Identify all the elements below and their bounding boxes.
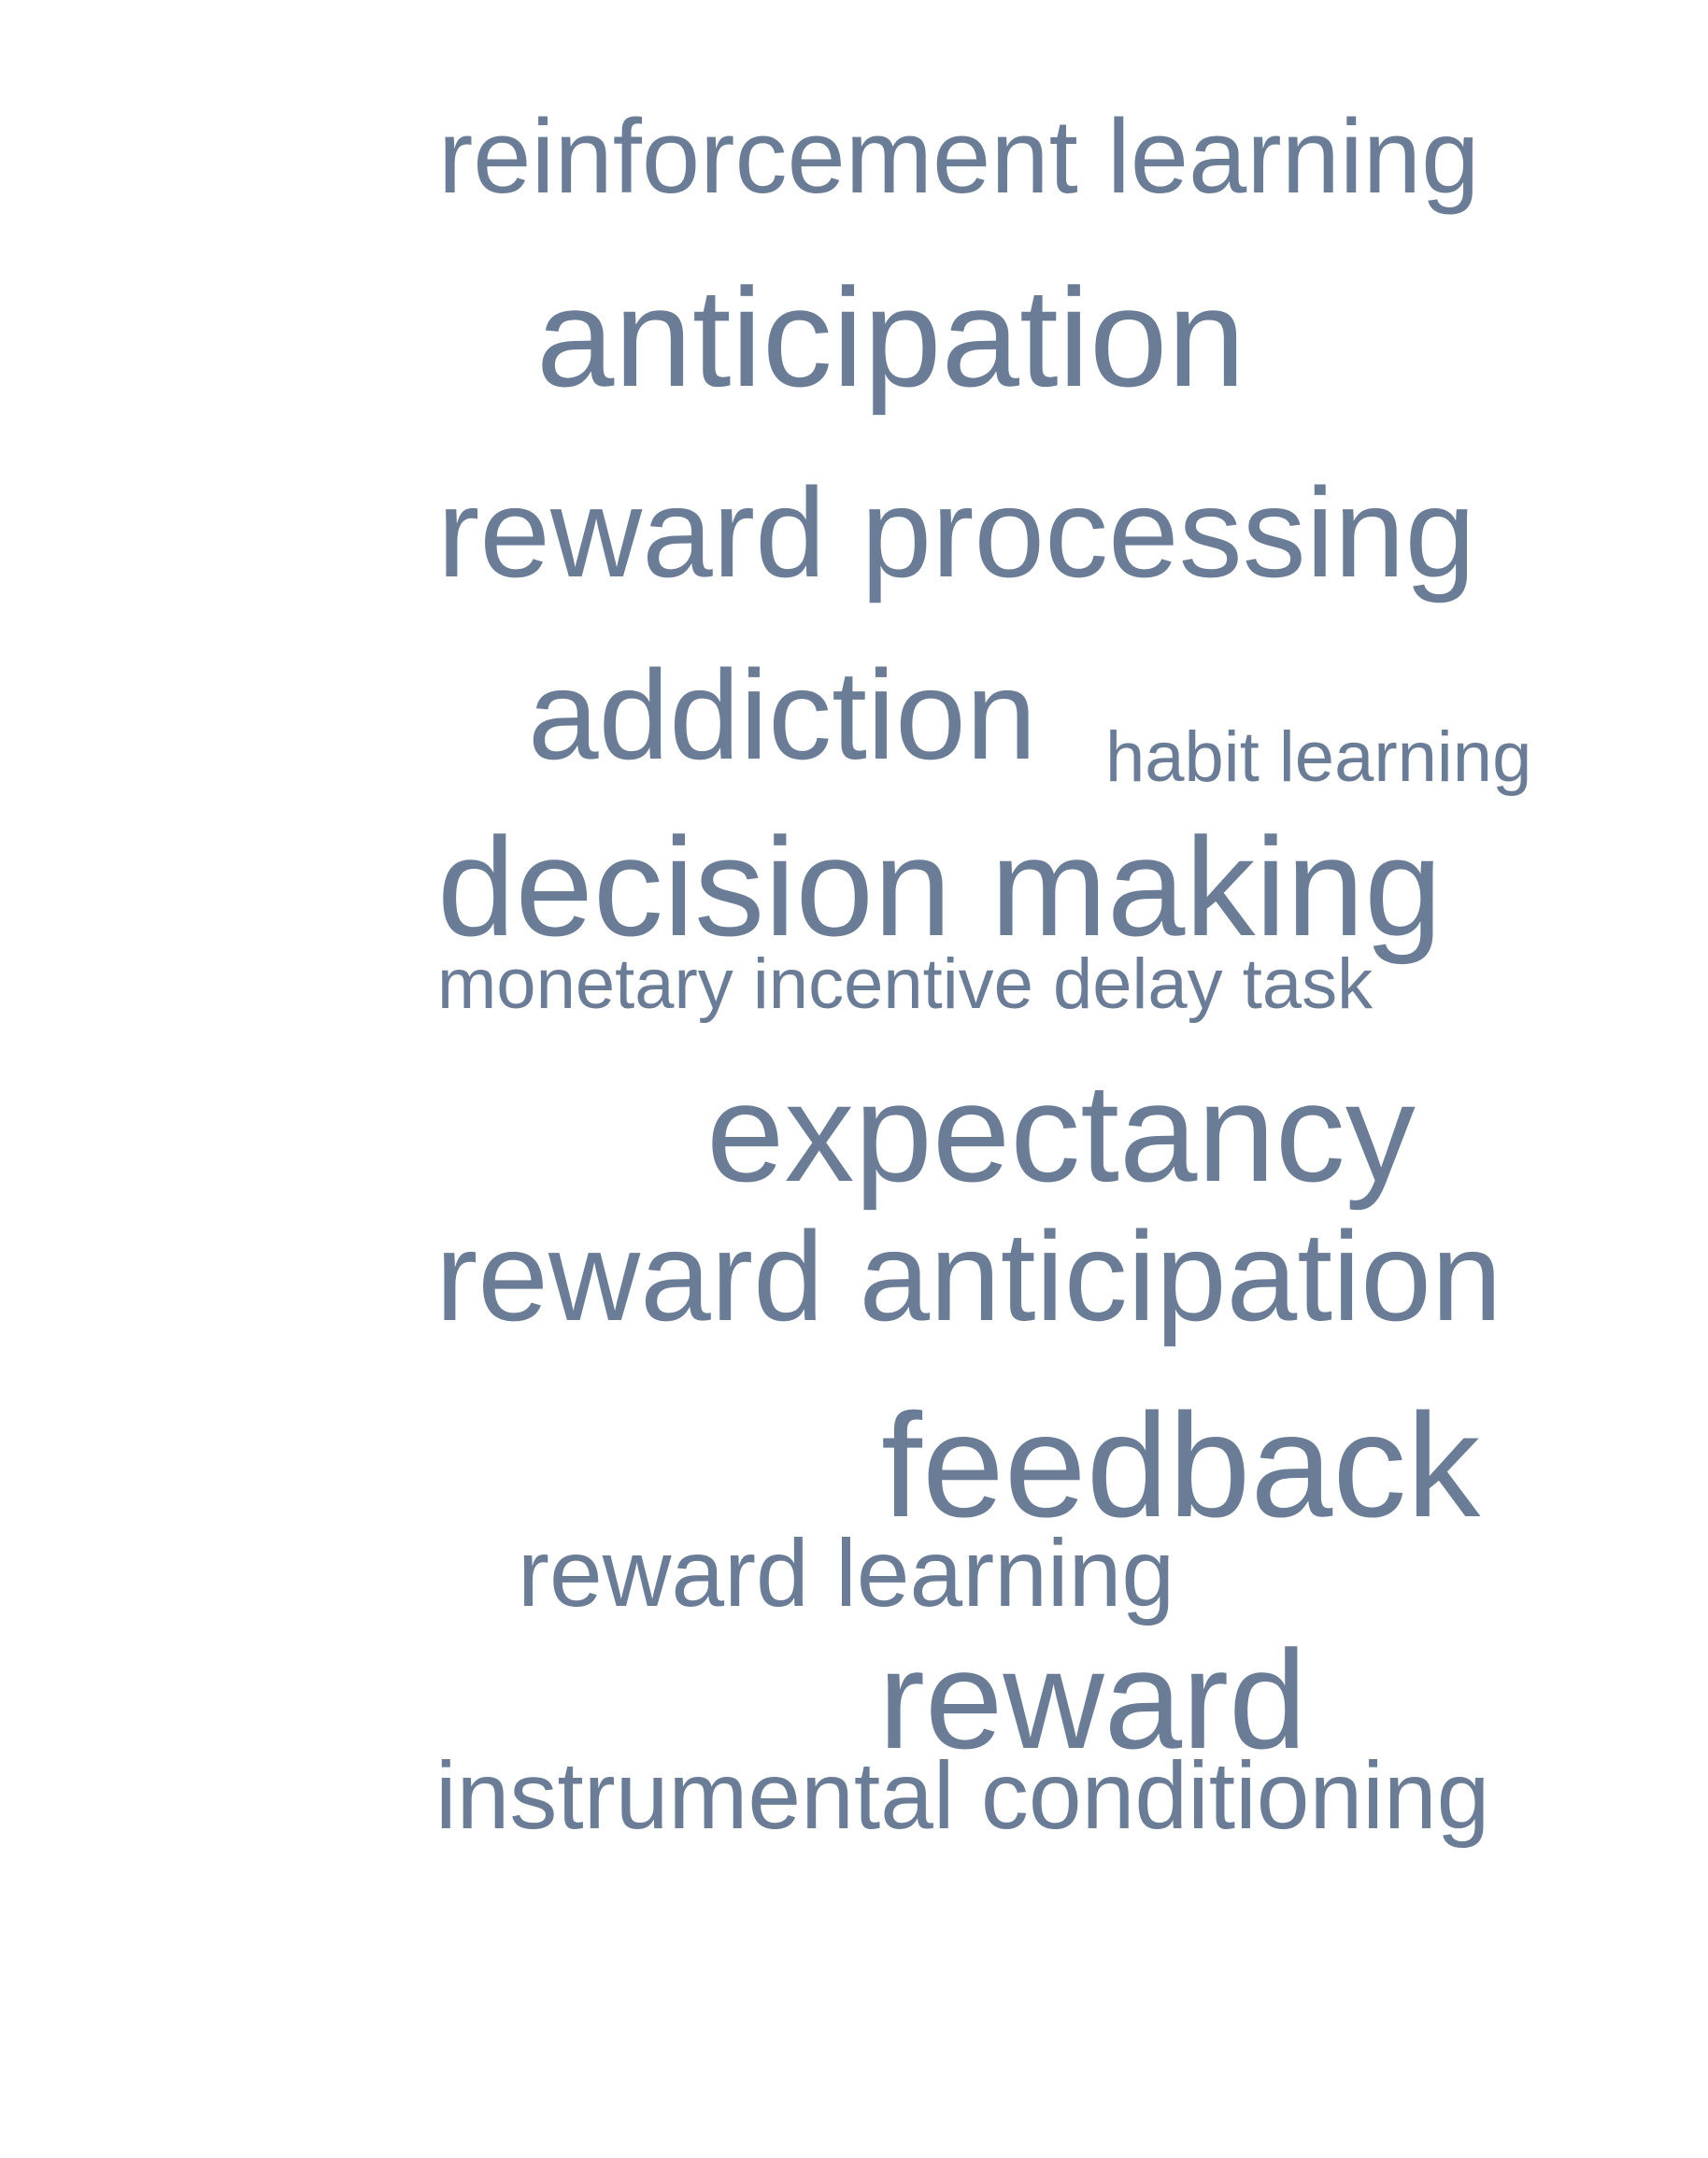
term-habit-learning: habit learning [1105, 717, 1532, 797]
term-reward: reward [878, 1621, 1307, 1778]
term-reinforcement-learning: reinforcement learning [438, 98, 1480, 215]
term-reward-processing: reward processing [437, 461, 1476, 603]
term-reward-learning: reward learning [518, 1520, 1175, 1626]
term-addiction: addiction [528, 644, 1037, 786]
term-monetary-incentive-delay-task: monetary incentive delay task [437, 944, 1374, 1024]
term-anticipation: anticipation [536, 259, 1245, 416]
term-expectancy: expectancy [706, 1054, 1416, 1211]
term-feedback: feedback [881, 1384, 1481, 1548]
term-instrumental-conditioning: instrumental conditioning [435, 1742, 1490, 1849]
term-decision-making: decision making [437, 808, 1443, 965]
term-reward-anticipation: reward anticipation [435, 1205, 1502, 1347]
